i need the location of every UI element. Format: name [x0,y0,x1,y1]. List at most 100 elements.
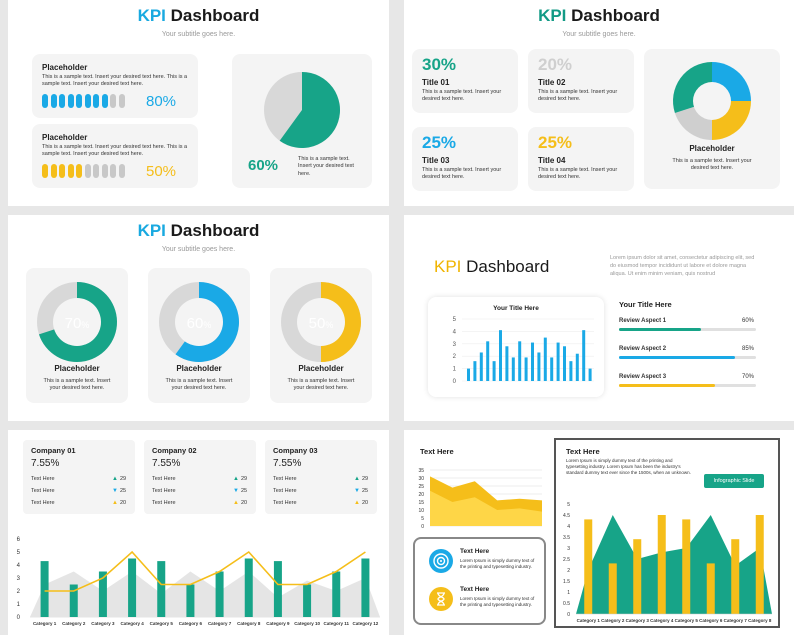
bar [486,341,490,381]
slide-5[interactable]: 0 1 2 3 4 5 6 Category 1 Category 2 Category 3 Cat… [8,430,389,635]
info-box: Text Here Lorem Ipsum is simply dummy te… [413,537,546,625]
bar [518,341,522,381]
company-name: Company 02 [152,446,197,455]
area-chart: 0 5 10 15 20 25 30 35 [418,468,542,530]
slide-2[interactable]: KPI Dashboard Your subtitle goes here. P… [404,0,794,206]
row-label: Text Here [152,488,176,494]
progress-pill [118,164,125,178]
slide-1[interactable]: KPI Dashboard Your subtitle goes here. P… [8,0,389,206]
bar [511,357,515,381]
row-value: 25 [362,488,369,494]
aspect-value: 60% [742,318,755,324]
company-value: 7.55% [31,458,60,469]
stat-value: 30% [422,55,457,74]
company-name: Company 03 [273,446,318,455]
row-value: 20 [362,500,369,506]
stat-title: Title 02 [538,78,566,87]
stat-title: Title 01 [422,78,450,87]
ring-unit: % [81,320,89,330]
stat-card: 20% Title 02 This is a sample text. Insert… [528,49,634,113]
progress-pill [76,94,82,108]
ring-card: 50% Placeholder This is a sample text. Ins… [270,268,372,403]
y-tick-label: 2.5 [563,557,570,563]
y-tick-label: 25 [418,484,424,490]
bar [361,558,370,617]
card-text: This is a sample text. Insert your desir… [42,74,188,88]
ring-text: This is a sample text. Insert your desir… [43,378,111,392]
slide-title: KPI Dashboard [538,6,660,25]
x-tick-label: Category 2 [62,621,86,626]
bar [479,352,483,381]
bar [537,352,541,381]
ring-card: 60% Placeholder This is a sample text. Ins… [148,268,250,403]
bar [633,539,642,614]
ring-chart: 60% [159,282,239,362]
pie-card: 60% This is a sample text. Insert your d… [232,54,372,188]
stat-value: 25% [422,133,457,152]
progress-pill [84,164,91,178]
combo-chart: 0 1 2 3 4 5 6 Category 1 Category 2 Category 3 Cat… [17,537,380,626]
bar [556,342,560,381]
aspect-fill [619,384,715,387]
bar [563,346,566,381]
row-label: Text Here [31,500,55,506]
row-value: 25 [241,488,248,494]
chart-title: Your Title Here [493,305,539,312]
progress-pills [42,164,142,178]
x-tick-label: Category 1 [577,618,601,623]
bar [499,330,502,381]
row-label: Text Here [152,500,176,506]
bar [473,361,477,381]
info-text: Lorem Ipsum is simply dummy text of the … [460,558,535,570]
aspect-label: Review Aspect 3 [619,374,667,380]
y-tick-label: 2 [567,568,570,574]
row-value: 29 [362,476,369,482]
progress-pill [110,94,116,108]
y-tick-label: 2 [17,589,21,595]
stat-value: 25% [538,133,573,152]
y-tick-label: 0 [17,615,21,621]
progress-pill [67,164,74,178]
x-tick-label: Category 2 [601,618,625,623]
blurb: Lorem ipsum dolor sit amet, consectetur … [610,255,755,277]
row-label: Text Here [152,476,176,482]
y-tick-label: 1 [453,367,457,373]
panel: Text Here Lorem Ipsum is simply dummy te… [554,438,780,628]
slide-title: KPI Dashboard [434,257,550,276]
bar [467,368,470,381]
bar [157,561,166,617]
y-tick-label: 3 [453,342,457,348]
x-tick-label: Category 5 [675,618,699,623]
company-card: Company 01 7.55% Text Here ▲ 29 Text Here ▼ 25 T… [23,440,135,514]
x-tick-label: Category 3 [91,621,115,626]
slide-subtitle: Your subtitle goes here. [161,31,236,38]
donut-hole [693,82,731,120]
bar [332,571,341,617]
slide-4[interactable]: KPI Dashboard Lorem ipsum dolor sit amet… [404,215,794,421]
x-tick-label: Category 5 [150,621,174,626]
progress-pill [93,94,99,108]
panel-title: Text Here [566,447,600,456]
y-tick-label: 5 [421,516,424,522]
arrow-down-icon: ▼ [112,488,118,494]
progress-pill [76,164,82,178]
x-tick-label: Category 7 [208,621,232,626]
x-tick-label: Category 3 [626,618,650,623]
y-tick-label: 5 [567,502,570,508]
y-tick-label: 6 [17,537,21,543]
row-value: 20 [120,500,127,506]
progress-pill [67,94,74,108]
y-tick-label: 0 [453,379,457,385]
slide-6[interactable]: Text Here 0 5 10 15 20 25 30 35 Text Here Lorem… [404,430,794,635]
bar [69,584,78,617]
x-tick-label: Category 8 [237,621,261,626]
slide-title: KPI Dashboard [137,221,260,240]
bar [706,563,715,614]
line-series [44,550,366,592]
slide-3[interactable]: KPI Dashboard Your subtitle goes here. 7… [8,215,389,421]
progress-pill [59,94,65,108]
ring-heading: Placeholder [298,364,344,373]
aspect-fill [619,328,702,331]
x-tick-label: Category 8 [748,618,772,623]
progress-pills [42,94,142,108]
